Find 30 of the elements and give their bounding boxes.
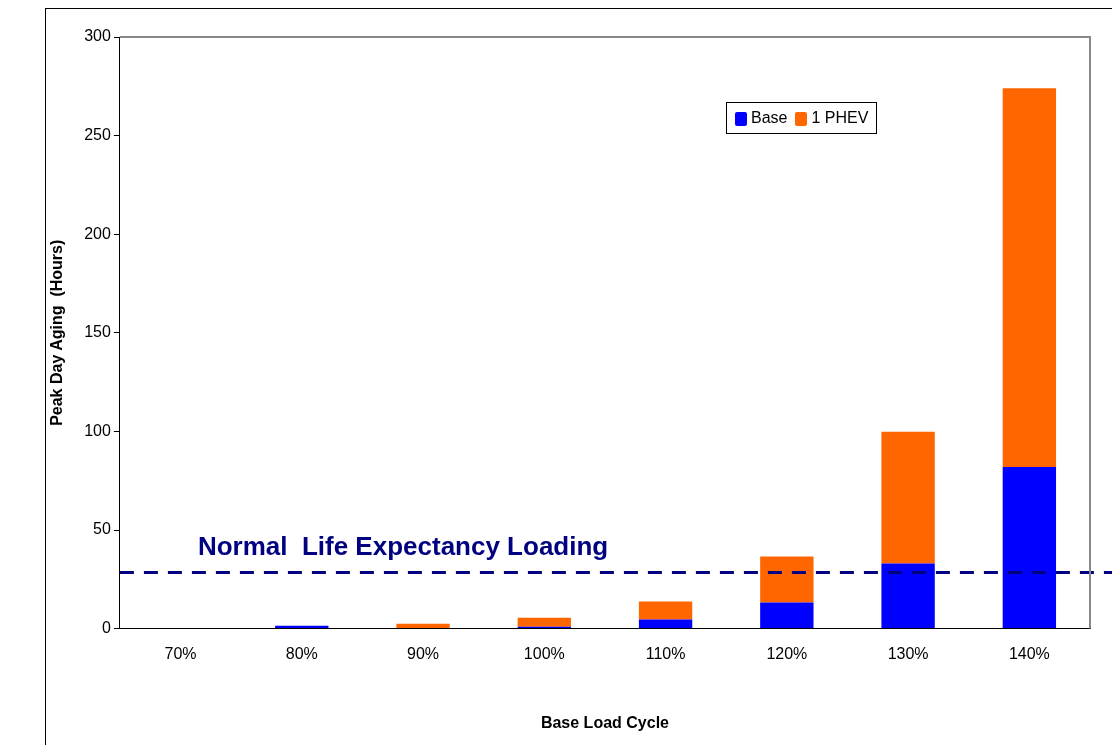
bar xyxy=(1002,88,1057,467)
bar xyxy=(638,619,693,629)
bar xyxy=(396,623,450,629)
x-tick-label: 70% xyxy=(164,644,197,662)
bar xyxy=(760,602,814,629)
x-axis-title: Base Load Cycle xyxy=(540,713,670,731)
bar xyxy=(517,617,571,627)
legend-label: Base xyxy=(750,109,788,127)
x-tick-label: 110% xyxy=(645,644,686,662)
x-tick-label: 140% xyxy=(1008,644,1050,662)
bar xyxy=(1002,466,1057,629)
legend-label: 1 PHEV xyxy=(810,109,869,127)
x-tick-label: 80% xyxy=(285,644,318,662)
y-tick-label: 300 xyxy=(84,27,111,45)
bar xyxy=(881,431,935,564)
y-tick-label: 100 xyxy=(84,421,111,439)
y-tick-label: 200 xyxy=(84,224,111,242)
x-tick-label: 90% xyxy=(407,644,440,662)
bar xyxy=(638,601,693,620)
x-tick-label: 100% xyxy=(523,644,565,662)
x-tick-label: 130% xyxy=(887,644,929,662)
y-tick-label: 50 xyxy=(93,520,111,538)
y-tick-label: 150 xyxy=(84,323,111,341)
bar xyxy=(760,556,814,603)
ref-line-label: Normal Life Expectancy Loading xyxy=(197,530,609,561)
x-tick-label: 120% xyxy=(766,644,808,662)
y-axis-title: Peak Day Aging (Hours) xyxy=(48,239,66,426)
y-tick-label: 0 xyxy=(101,619,111,637)
bar xyxy=(881,563,935,629)
y-tick-label: 250 xyxy=(84,126,111,144)
